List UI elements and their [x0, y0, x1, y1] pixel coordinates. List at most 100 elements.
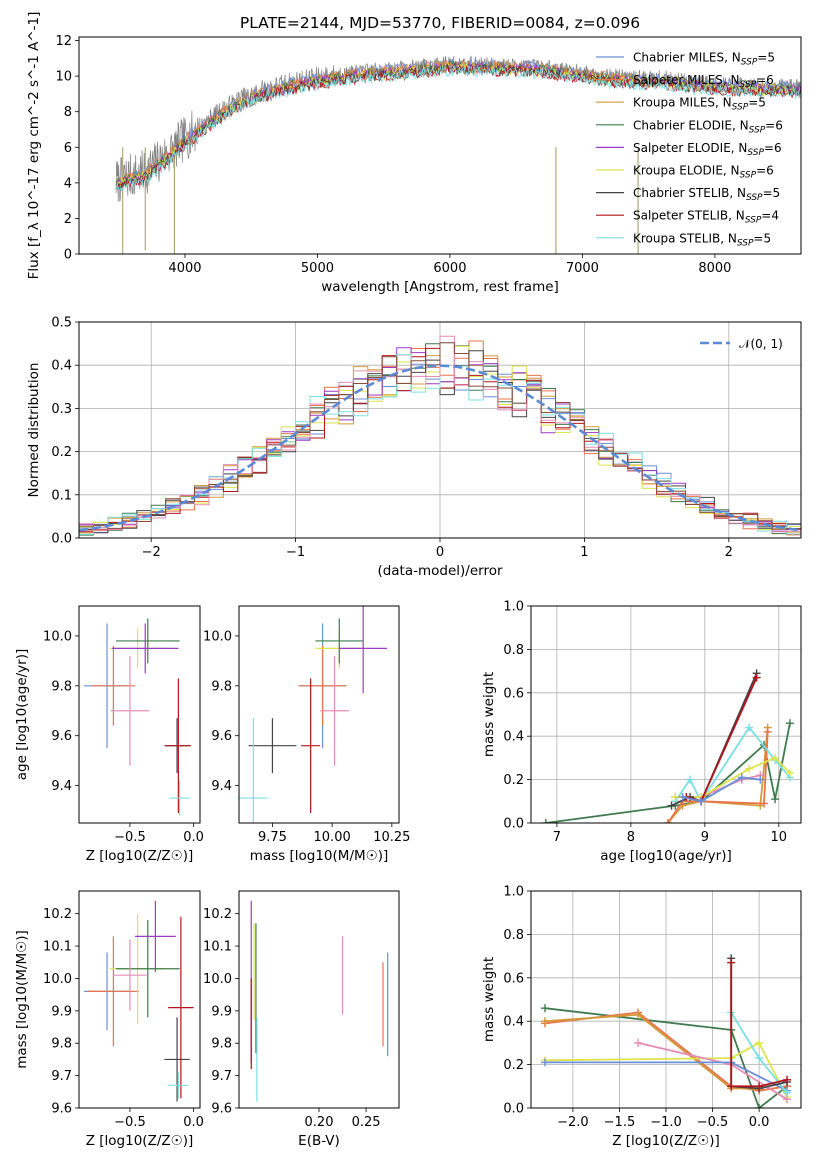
panel-2: −0.5 0.0 9.4 9.6 9.8 10.0 Z [log10(Z/Z☉)] age […	[14, 605, 204, 864]
panel-4: 7 8 9 10 0.0 0.2 0.4 0.6 0.8 1.0 age [log10(age/yr…	[481, 600, 802, 864]
x-tick-label: −0.5	[114, 1115, 146, 1130]
plus-marker	[540, 1004, 549, 1013]
y-axis-label: mass [log10(M/M☉)]	[14, 930, 30, 1069]
y-tick-label: 9.4	[51, 779, 72, 794]
plus-marker	[783, 1088, 792, 1097]
y-tick-label: 9.6	[211, 1102, 232, 1117]
plus-marker	[785, 719, 794, 728]
plus-marker	[663, 819, 672, 823]
y-tick-label: 10.2	[43, 907, 72, 922]
y-tick-label: 12	[55, 34, 72, 49]
y-axis-label: mass weight	[481, 957, 497, 1042]
errorbar-point	[91, 645, 136, 726]
errorbar-point	[168, 916, 194, 1099]
errorbar-point	[135, 900, 176, 972]
y-tick-label: 1.0	[503, 600, 524, 615]
legend-entry: 𝒩(0, 1)	[739, 337, 783, 351]
plus-marker	[686, 775, 695, 784]
panel-3: 9.75 10.00 10.25 9.4 9.6 9.8 10.0 mass [log10(M…	[203, 605, 410, 864]
y-tick-label: 9.6	[51, 1102, 72, 1117]
weight-line	[545, 723, 791, 823]
plus-marker	[727, 958, 736, 967]
plus-marker	[745, 764, 754, 773]
panel-0: 4000 5000 6000 7000 8000 0 2 4 6 8 10 12 wavelength …	[26, 12, 802, 295]
x-tick-label: −1	[286, 545, 305, 560]
x-tick-label: 0.0	[183, 830, 204, 845]
plus-marker	[755, 1038, 764, 1047]
y-tick-label: 0.6	[503, 971, 524, 986]
axes-frame	[530, 605, 802, 824]
plot-area	[84, 900, 194, 1102]
weight-line	[730, 962, 788, 1088]
y-tick-label: 0.2	[51, 445, 72, 460]
plot-area	[541, 669, 794, 823]
y-tick-label: 8	[64, 105, 72, 120]
x-tick-label: 9	[701, 830, 709, 845]
y-tick-label: 4	[64, 176, 72, 191]
errorbar-point	[110, 655, 150, 766]
plus-marker	[540, 1017, 549, 1026]
x-tick-label: 5000	[301, 261, 334, 276]
y-tick-label: 6	[64, 141, 72, 156]
weight-line	[674, 725, 791, 804]
legend-entry: Chabrier STELIB, NSSP=5	[633, 186, 780, 203]
x-tick-label: −0.5	[114, 830, 146, 845]
panel-5: −0.5 0.0 9.6 9.7 9.8 9.9 10.0 10.1 10.2 Z [log10(…	[14, 890, 204, 1149]
y-tick-label: 2	[64, 212, 72, 227]
axes-frame	[78, 890, 201, 1109]
x-tick-label: 10	[771, 830, 788, 845]
y-tick-label: 0.0	[503, 817, 524, 832]
y-tick-label: 0.3	[51, 402, 72, 417]
y-tick-label: 10.1	[203, 940, 232, 955]
x-tick-label: 2	[725, 545, 733, 560]
x-tick-label: 0.20	[305, 1115, 334, 1130]
errorbar-point	[112, 623, 179, 674]
errorbar-point	[248, 718, 297, 774]
y-tick-label: 0.8	[503, 928, 524, 943]
y-tick-label: 0.0	[51, 532, 72, 547]
errorbar-point	[339, 606, 388, 694]
weight-line	[544, 1041, 788, 1098]
x-tick-label: −1.5	[604, 1115, 636, 1130]
y-tick-label: 0.2	[503, 1058, 524, 1073]
x-axis-label: Z [log10(Z/Z☉)]	[86, 1133, 194, 1149]
axes-frame	[78, 36, 802, 255]
plus-marker	[783, 1075, 792, 1084]
x-tick-label: 0.25	[352, 1115, 381, 1130]
x-tick-label: −2	[142, 545, 161, 560]
x-tick-label: 7000	[566, 261, 599, 276]
errorbar-point	[320, 655, 349, 766]
axes-frame	[78, 321, 802, 539]
y-tick-label: 9.6	[211, 729, 232, 744]
legend: Chabrier MILES, NSSP=5 Salpeter MILES, NS…	[596, 51, 783, 248]
plot-area	[239, 606, 388, 823]
x-axis-label: Z [log10(Z/Z☉)]	[86, 848, 194, 864]
plus-marker	[771, 795, 780, 804]
plus-marker	[755, 1104, 764, 1108]
y-tick-label: 1.0	[503, 885, 524, 900]
axes-frame	[238, 890, 400, 1109]
legend-entry: Chabrier MILES, NSSP=5	[633, 51, 775, 68]
plus-marker	[752, 673, 761, 682]
x-tick-label: 6000	[433, 261, 466, 276]
figure-title: PLATE=2144, MJD=53770, FIBERID=0084, z=0…	[240, 14, 640, 32]
x-tick-label: 0	[436, 545, 444, 560]
errorbar-point	[301, 678, 321, 814]
y-tick-label: 10.0	[203, 972, 232, 987]
y-tick-label: 9.8	[211, 679, 232, 694]
x-tick-label: −1.0	[650, 1115, 682, 1130]
errorbar-point	[298, 645, 347, 726]
normal-reference-curve	[79, 364, 801, 532]
x-tick-label: −2.0	[557, 1115, 589, 1130]
plus-marker	[634, 1038, 643, 1047]
y-tick-label: 10.0	[203, 629, 232, 644]
x-axis-label: (data-model)/error	[377, 563, 503, 579]
x-tick-label: 8000	[698, 261, 731, 276]
y-tick-label: 0.8	[503, 643, 524, 658]
y-tick-label: 9.9	[51, 1004, 72, 1019]
axes-frame	[78, 605, 201, 824]
errorbar-point	[239, 718, 268, 823]
y-tick-label: 9.7	[211, 1069, 232, 1084]
y-tick-label: 0.6	[503, 686, 524, 701]
plus-marker	[737, 773, 746, 782]
